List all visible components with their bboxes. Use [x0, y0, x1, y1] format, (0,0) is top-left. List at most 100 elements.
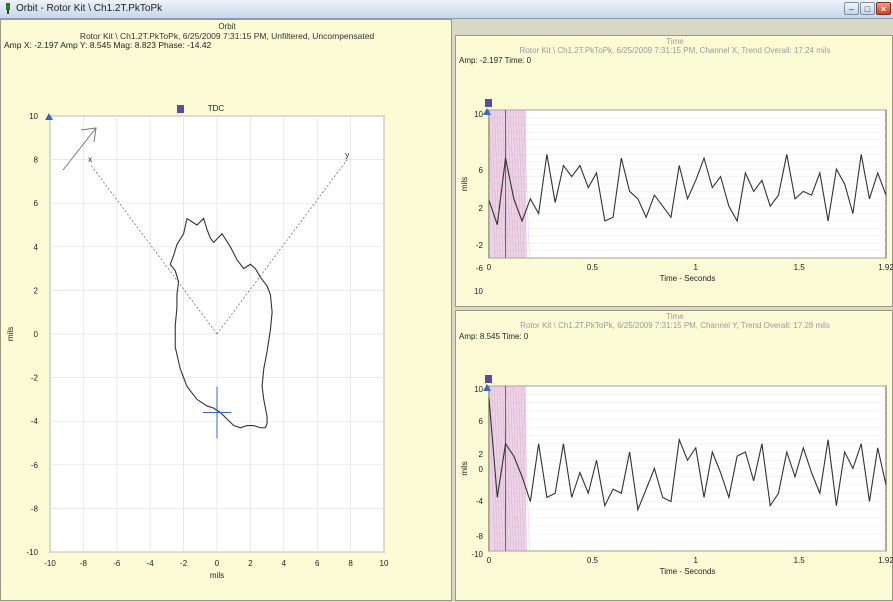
orbit-y-tick-label: -8 [31, 504, 39, 513]
orbit-x-tick-label: -8 [80, 559, 88, 568]
cursor-highlight-hatch [507, 385, 514, 552]
orbit-y-axis-marker [45, 113, 53, 120]
time-x-tick-label: 0.5 [587, 263, 599, 272]
rotation-arrow-shaft [62, 127, 97, 171]
time-y-tick-label: -8 [476, 532, 484, 541]
cursor-highlight-hatch [494, 109, 501, 259]
time-x-tick-label: 0 [487, 263, 492, 272]
orbit-y-tick-label: 4 [34, 243, 39, 252]
orbit-y-tick-label: 10 [29, 112, 38, 121]
time-x-tick-label: 1.92 [878, 556, 893, 565]
orbit-y-tick-label: 0 [34, 330, 39, 339]
time-x-readout: Amp: -2.197 Time: 0 [459, 56, 532, 65]
orbit-y-tick-label: -6 [31, 461, 39, 470]
orbit-x-tick-label: 2 [248, 559, 253, 568]
orbit-y-tick-label: 8 [34, 156, 39, 165]
orbit-x-tick-label: -6 [113, 559, 121, 568]
orbit-title: Orbit [218, 22, 236, 31]
time-y-chart[interactable]: 0 0.5 1 1.5 1.92 10 6 2 0 -4 -8 -10 Time - Seconds mi… [456, 311, 893, 602]
cursor-highlight-hatch [523, 109, 530, 259]
time-y-tick-label: 10 [474, 385, 483, 394]
time-top-marker [485, 375, 492, 383]
time-trace [488, 154, 887, 225]
probe-y-label: y [345, 151, 349, 160]
time-y-tick-label: -10 [471, 550, 483, 559]
time-y-tick-label: 2 [479, 204, 484, 213]
time-x-tick-label: 1 [694, 263, 699, 272]
cursor-highlight-hatch [512, 385, 520, 552]
orbit-readout: Amp X: -2.197 Amp Y: 8.545 Mag: 8.823 Ph… [4, 40, 212, 50]
cursor-highlight-hatch [496, 109, 504, 259]
time-y-subtitle: Rotor Kit \ Ch1.2T.PkToPk, 6/25/2009 7:3… [520, 321, 830, 330]
time-y-axis-label: mils [460, 177, 469, 191]
time-y-axis-marker [483, 108, 491, 115]
time-y-tick-label: -6 [476, 264, 484, 273]
time-x-axis-label: Time - Seconds [660, 567, 716, 576]
time-y-tick-label: 2 [479, 450, 484, 459]
time-x-tick-label: 1.5 [794, 556, 806, 565]
close-button[interactable]: × [876, 2, 891, 15]
orbit-y-tick-label: -4 [31, 417, 39, 426]
time-y-readout: Amp: 8.545 Time: 0 [459, 332, 529, 341]
cursor-highlight-hatch [518, 385, 525, 552]
time-x-tick-label: 0.5 [587, 556, 599, 565]
time-x-tick-label: 0 [487, 556, 492, 565]
cursor-highlight-hatch [520, 385, 528, 552]
rotation-arrow-head [80, 127, 97, 143]
time-x-tick-label: 1.5 [794, 263, 806, 272]
minimize-button[interactable]: – [844, 2, 859, 15]
orbit-y-axis-label: mils [6, 327, 15, 341]
time-y-tick-label: -2 [476, 241, 484, 250]
window-titlebar: Orbit - Rotor Kit \ Ch1.2T.PkToPk – □ × [0, 0, 893, 19]
orbit-trace [169, 217, 273, 429]
orbit-x-tick-label: -4 [147, 559, 155, 568]
orbit-x-tick-label: -2 [180, 559, 188, 568]
cursor-highlight-hatch [520, 109, 528, 259]
time-y-tick-label: 0 [479, 465, 484, 474]
time-y-tick-label: -4 [476, 497, 484, 506]
probe-x-label: x [88, 155, 92, 164]
time-x-chart[interactable]: 0 0.5 1 1.5 1.92 10 6 2 -2 -6 10 Time - Seconds mils [456, 36, 893, 308]
orbit-panel: Orbit Rotor Kit \ Ch1.2T.PkToPk, 6/25/20… [0, 19, 452, 601]
cursor-highlight-hatch [512, 109, 520, 259]
time-x-tick-label: 1.92 [878, 263, 893, 272]
orbit-x-tick-label: 4 [282, 559, 287, 568]
cursor-highlight-hatch [488, 109, 496, 259]
time-x-subtitle: Rotor Kit \ Ch1.2T.PkToPk, 6/25/2009 7:3… [519, 46, 831, 55]
orbit-y-tick-label: -2 [31, 374, 39, 383]
time-y-axis-label: mils [460, 461, 469, 475]
time-top-marker [485, 99, 492, 107]
time-x-panel: Time Rotor Kit \ Ch1.2T.PkToPk, 6/25/200… [455, 35, 893, 307]
orbit-subtitle: Rotor Kit \ Ch1.2T.PkToPk, 6/25/2009 7:3… [79, 31, 375, 41]
cursor-highlight-hatch [510, 385, 517, 552]
time-x-title: Time [666, 37, 684, 46]
orbit-chart[interactable]: -10 -8 -6 -4 -2 0 2 4 6 8 10 10 8 6 4 2 0 -2 -4 -6 -8 -10 mils… [1, 20, 453, 602]
cursor-highlight-hatch [515, 109, 522, 259]
cursor-highlight-hatch [491, 109, 498, 259]
probe-y-line [216, 159, 348, 335]
orbit-y-tick-label: 6 [34, 199, 39, 208]
orbit-x-tick-label: 8 [348, 559, 353, 568]
time-y-tick-label: 6 [479, 166, 484, 175]
time-y-tick-label: 10 [474, 110, 483, 119]
cursor-highlight-hatch [496, 385, 504, 552]
time-y-axis-marker [483, 384, 491, 391]
orbit-y-tick-label: -10 [26, 548, 38, 557]
cursor-highlight-hatch [518, 109, 525, 259]
tdc-label: TDC [208, 104, 225, 113]
cursor-highlight-hatch [494, 385, 501, 552]
orbit-x-tick-label: 6 [315, 559, 320, 568]
orbit-x-axis-label: mils [210, 571, 224, 580]
time-y-tick-label: 6 [479, 417, 484, 426]
cursor-highlight-hatch [523, 385, 530, 552]
time-y-panel: Time Rotor Kit \ Ch1.2T.PkToPk, 6/25/200… [455, 310, 893, 601]
probe-x-line [89, 163, 218, 335]
orbit-x-tick-label: -10 [44, 559, 56, 568]
time-x-tick-label: 1 [694, 556, 699, 565]
time-x-axis-label: Time - Seconds [660, 274, 716, 283]
orbit-x-tick-label: 0 [215, 559, 220, 568]
maximize-button[interactable]: □ [860, 2, 875, 15]
orbit-x-tick-label: 10 [380, 559, 389, 568]
time-trace [488, 398, 887, 512]
window-title: Orbit - Rotor Kit \ Ch1.2T.PkToPk [16, 3, 163, 14]
